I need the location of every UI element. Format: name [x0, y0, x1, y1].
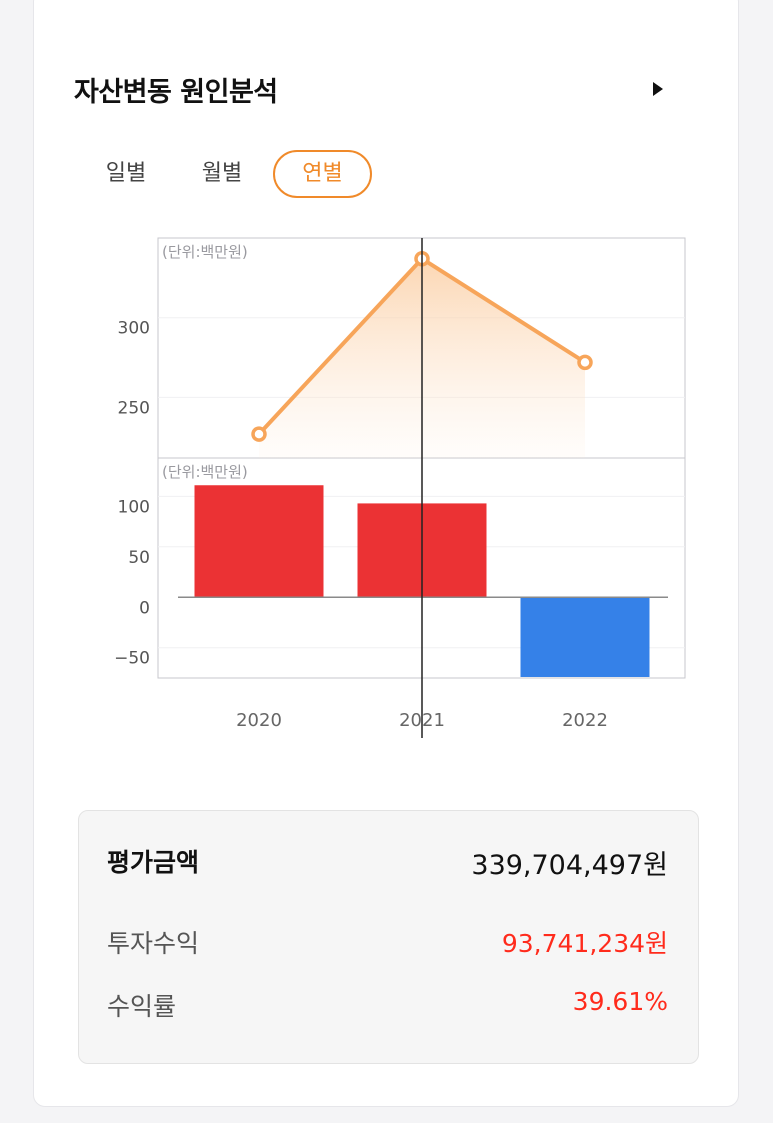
section-header: 자산변동 원인분석 — [74, 70, 674, 110]
section-title: 자산변동 원인분석 — [74, 77, 278, 108]
bar-unit-label: (단위:백만원) — [162, 463, 248, 481]
x-tick-label: 2020 — [236, 710, 282, 731]
summary-row-evaluation: 평가금액 339,704,497원 — [107, 843, 668, 883]
summary-box: 평가금액 339,704,497원 투자수익 93,741,234원 수익률 3… — [78, 810, 699, 1064]
evaluation-value: 339,704,497원 — [471, 850, 668, 881]
line-point-2022[interactable] — [577, 354, 593, 371]
profit-label: 투자수익 — [107, 929, 200, 958]
line-y-tick-label: 300 — [118, 319, 150, 339]
bar-2022[interactable] — [520, 597, 650, 677]
bar-y-tick-label: −50 — [114, 649, 150, 669]
line-unit-label: (단위:백만원) — [162, 243, 248, 261]
tab-yearly[interactable]: 연별 — [273, 150, 372, 198]
summary-row-profit: 투자수익 93,741,234원 — [107, 924, 668, 964]
x-tick-label: 2022 — [562, 710, 608, 731]
play-right-icon[interactable] — [646, 74, 670, 104]
bar-y-tick-label: 50 — [128, 548, 150, 568]
summary-row-return-rate: 수익률 39.61% — [107, 987, 668, 1027]
bar-y-tick-label: 100 — [118, 497, 150, 517]
period-tabs: 일별 월별 연별 — [80, 150, 480, 202]
return-rate-value: 39.61% — [572, 987, 668, 1016]
tab-daily[interactable]: 일별 — [105, 161, 147, 186]
bar-2020[interactable] — [194, 485, 324, 598]
bar-y-tick-label: 0 — [139, 598, 150, 618]
evaluation-label: 평가금액 — [107, 848, 200, 877]
tab-monthly[interactable]: 월별 — [201, 161, 243, 186]
profit-value: 93,741,234원 — [501, 929, 668, 958]
line-y-tick-label: 250 — [118, 398, 150, 418]
line-point-2020[interactable] — [251, 426, 267, 442]
x-tick-label: 2021 — [399, 710, 445, 731]
asset-change-chart: (단위:백만원) (단위:백만원) 250 300 −50 0 50 100 2020 2… — [114, 237, 686, 738]
return-rate-label: 수익률 — [107, 992, 177, 1021]
